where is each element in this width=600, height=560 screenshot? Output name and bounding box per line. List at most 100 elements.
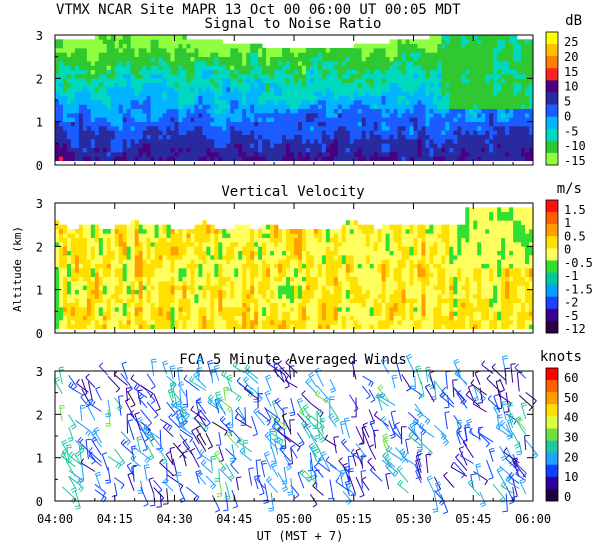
snr-cell	[154, 52, 159, 58]
snr-cell	[421, 100, 426, 105]
snr-cell	[130, 126, 136, 131]
vv-cell	[206, 289, 211, 295]
snr-cell	[290, 130, 295, 136]
snr-cell	[294, 130, 299, 136]
vv-cell	[162, 324, 167, 330]
snr-cell	[397, 108, 402, 114]
snr-cell	[55, 69, 60, 75]
vv-cell	[178, 237, 183, 243]
snr-cell	[421, 121, 426, 127]
snr-cell	[425, 130, 430, 136]
vv-cell	[317, 263, 323, 269]
snr-cell	[361, 108, 367, 114]
snr-cell	[202, 74, 207, 79]
snr-cell	[453, 147, 458, 153]
vv-cell	[230, 307, 235, 312]
snr-cell	[501, 147, 506, 153]
snr-cell	[493, 95, 498, 101]
vv-cell	[166, 224, 171, 230]
snr-cell	[74, 82, 80, 88]
snr-cell	[126, 95, 132, 101]
snr-cell	[309, 61, 315, 66]
snr-cell	[78, 69, 84, 75]
snr-cell	[230, 117, 235, 123]
snr-cell	[182, 156, 187, 162]
snr-cell	[214, 108, 219, 114]
vv-cell	[234, 233, 239, 239]
snr-cell	[294, 82, 299, 88]
snr-cell	[485, 134, 490, 140]
snr-cell	[194, 74, 199, 79]
snr-cell	[118, 147, 124, 153]
snr-cell	[441, 61, 446, 66]
snr-cell	[337, 126, 343, 131]
snr-cell	[465, 152, 470, 157]
vv-cell	[58, 272, 64, 278]
vv-cell	[174, 233, 179, 239]
vv-cell	[305, 302, 311, 308]
snr-cell	[369, 134, 375, 140]
vv-cell	[158, 302, 163, 308]
snr-cell	[329, 143, 335, 149]
snr-cell	[337, 147, 343, 153]
snr-cell	[445, 52, 450, 58]
snr-cell	[493, 100, 498, 105]
snr-cell	[301, 61, 307, 66]
snr-cell	[397, 39, 402, 45]
vv-cell	[182, 242, 187, 247]
snr-cell	[437, 152, 442, 157]
snr-cell	[182, 69, 187, 75]
snr-cell	[353, 143, 359, 149]
snr-cell	[461, 121, 466, 127]
snr-cell	[270, 61, 275, 66]
snr-cell	[381, 82, 386, 88]
snr-cell	[166, 156, 171, 162]
vv-cell	[70, 255, 76, 260]
snr-cell	[70, 74, 76, 79]
snr-cell	[150, 74, 155, 79]
vv-cell	[146, 250, 151, 256]
snr-cell	[469, 134, 474, 140]
snr-cell	[222, 95, 227, 101]
snr-cell	[353, 52, 359, 58]
snr-cell	[473, 143, 478, 149]
vv-cell	[294, 289, 299, 295]
snr-cell	[206, 87, 211, 92]
snr-cell	[441, 39, 446, 45]
vv-cell	[122, 233, 128, 239]
vv-cell	[282, 237, 287, 243]
snr-cell	[513, 134, 518, 140]
snr-cell	[301, 56, 307, 62]
snr-cell	[321, 52, 327, 58]
vv-cell	[70, 324, 76, 330]
snr-cell	[114, 56, 120, 62]
vv-cell	[313, 272, 319, 278]
vv-cell	[230, 298, 235, 304]
vv-cell	[270, 255, 275, 260]
snr-cell	[190, 52, 195, 58]
snr-cell	[409, 134, 414, 140]
snr-cell	[222, 152, 227, 157]
snr-cell	[230, 91, 235, 97]
snr-cell	[162, 74, 167, 79]
snr-cell	[290, 108, 295, 114]
snr-cell	[166, 91, 171, 97]
snr-cell	[146, 69, 151, 75]
vv-cell	[94, 298, 100, 304]
vv-cell	[246, 289, 251, 295]
snr-cell	[389, 95, 394, 101]
snr-cell	[270, 139, 275, 144]
snr-cell	[461, 78, 466, 84]
vv-cell	[274, 311, 279, 317]
snr-cell	[525, 100, 530, 105]
vv-cell	[290, 294, 295, 299]
vv-cell	[238, 311, 243, 317]
snr-cell	[389, 139, 394, 144]
snr-cell	[230, 139, 235, 144]
snr-cell	[102, 156, 108, 162]
vv-cell	[290, 237, 295, 243]
snr-cell	[457, 56, 462, 62]
snr-cell	[94, 82, 100, 88]
snr-cell	[397, 48, 402, 53]
snr-cell	[513, 74, 518, 79]
